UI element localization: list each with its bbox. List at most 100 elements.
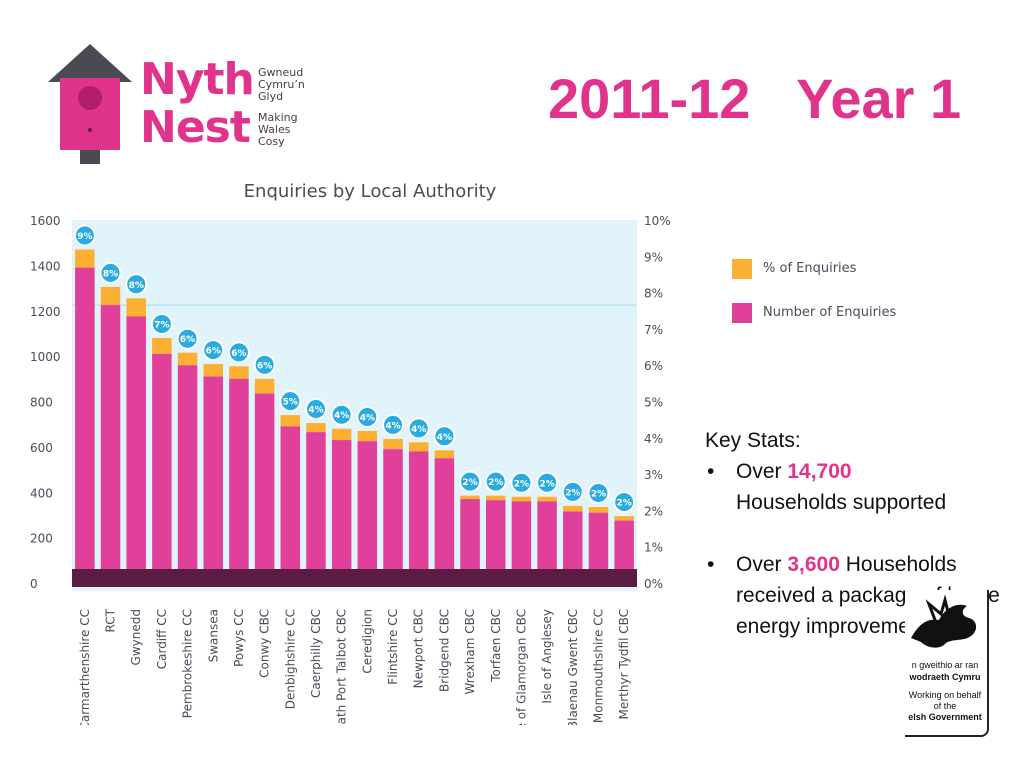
gov-logo-line4: of the	[933, 701, 957, 711]
x-category-label: Powys CC	[232, 609, 246, 667]
gov-logo-line2: wodraeth Cymru	[909, 672, 981, 682]
bar-percent-segment	[588, 506, 609, 513]
percent-badge	[459, 470, 482, 493]
percent-badge-label: 4%	[308, 406, 323, 416]
bar-number-segment	[408, 451, 429, 583]
bar-percent-segment	[100, 286, 121, 306]
bar-percent-segment	[408, 442, 429, 452]
y-left-tick-label: 1400	[30, 259, 61, 273]
stat-prefix: Over	[736, 460, 788, 483]
key-stats: Key Stats: • Over 14,700 Households supp…	[705, 425, 1024, 642]
x-category-label: Flintshire CC	[386, 609, 400, 685]
bar-percent-segment	[485, 495, 506, 501]
percent-badge	[510, 471, 533, 494]
percent-badge-label: 2%	[617, 499, 632, 509]
y-right-tick-label: 5%	[644, 396, 663, 410]
bar-number-segment	[126, 316, 146, 583]
y-right-tick-label: 9%	[644, 250, 663, 264]
x-category-label: Wrexham CBC	[463, 609, 477, 695]
bar-number-segment	[460, 499, 480, 583]
percent-badge-label: 2%	[591, 489, 606, 499]
percent-badge-label: 4%	[385, 421, 400, 431]
bar-percent-segment	[177, 352, 198, 366]
percent-badge	[407, 417, 430, 440]
bar-number-segment	[537, 501, 557, 583]
bar-percent-segment	[75, 249, 95, 268]
x-category-label: Conwy CBC	[258, 609, 272, 678]
slide-title: 2011-12 Year 1	[548, 67, 962, 130]
y-right-tick-label: 6%	[644, 359, 663, 373]
percent-badge	[382, 413, 405, 436]
bar-number-segment	[229, 378, 249, 583]
percent-badge	[433, 425, 456, 448]
logo-word-nyth: Nyth	[140, 54, 255, 105]
stat-households-supported: • Over 14,700 Households supported	[705, 456, 1024, 518]
logo-welsh-tagline: Gwneud Cymru’n Glyd	[258, 66, 305, 103]
bar-number-segment	[614, 520, 634, 583]
y-right-tick-label: 10%	[644, 214, 671, 228]
y-right-tick-label: 3%	[644, 468, 663, 482]
bar-number-segment	[563, 511, 583, 583]
percent-badge-label: 9%	[77, 232, 92, 242]
percent-badge-label: 4%	[360, 413, 375, 423]
x-category-label: Blaenau Gwent CBC	[566, 609, 580, 725]
x-category-label: Merthyr Tydfil CBC	[617, 609, 631, 720]
dragon-icon	[911, 594, 977, 648]
stat-prefix: Over	[736, 553, 788, 576]
percent-badge-label: 5%	[283, 398, 298, 408]
x-category-label: Vale of Glamorgan CBC	[514, 609, 528, 725]
y-left-tick-label: 200	[30, 532, 53, 546]
y-right-tick-label: 7%	[644, 323, 663, 337]
bar-number-segment	[75, 267, 95, 583]
percent-badge	[587, 481, 610, 504]
legend-label-percent: % of Enquiries	[763, 261, 857, 276]
percent-badge	[561, 480, 584, 503]
percent-badge-label: 2%	[514, 479, 529, 489]
welsh-government-logo: n gweithio ar ran wodraeth Cymru Working…	[905, 590, 989, 737]
x-category-label: Denbighshire CC	[283, 609, 297, 709]
bar-number-segment	[588, 512, 609, 583]
percent-badge	[227, 341, 250, 364]
bar-number-segment	[306, 432, 326, 583]
x-category-label: Torfaen CBC	[489, 609, 503, 683]
bar-percent-segment	[254, 378, 275, 394]
bar-percent-segment	[280, 415, 301, 427]
bar-percent-segment	[126, 298, 146, 317]
percent-badge-label: 2%	[488, 478, 503, 488]
percent-badge	[202, 339, 225, 362]
bar-percent-segment	[229, 366, 249, 379]
percent-badge	[279, 390, 302, 413]
percent-badge	[150, 312, 173, 335]
percent-badge	[356, 405, 379, 428]
percent-badge	[536, 471, 559, 494]
bar-number-segment	[511, 501, 532, 583]
percent-badge-label: 6%	[206, 347, 221, 357]
bar-number-segment	[485, 500, 506, 583]
x-category-label: Gwynedd	[129, 609, 143, 665]
chart-baseline	[72, 569, 637, 587]
percent-badge-label: 4%	[334, 411, 349, 421]
percent-badge	[613, 491, 636, 514]
key-stats-heading: Key Stats:	[705, 429, 801, 452]
bar-number-segment	[331, 440, 352, 583]
chart-title: Enquiries by Local Authority	[243, 181, 497, 202]
percent-badge	[99, 261, 122, 284]
bar-number-segment	[254, 393, 275, 583]
bar-number-segment	[152, 353, 172, 583]
stat-value: 14,700	[787, 460, 852, 483]
percent-badge-label: 2%	[462, 478, 477, 488]
bar-percent-segment	[511, 496, 532, 502]
percent-badge	[304, 398, 327, 421]
bar-number-segment	[203, 376, 224, 583]
x-category-label: Carmarthenshire CC	[78, 609, 92, 725]
x-category-label: Monmouthshire CC	[591, 609, 605, 723]
stat-value: 3,600	[787, 553, 840, 576]
y-right-tick-label: 2%	[644, 504, 663, 518]
percent-badge-label: 6%	[231, 349, 246, 359]
x-category-label: Neath Port Talbot CBC	[335, 609, 349, 725]
y-right-tick-label: 0%	[644, 577, 663, 591]
bar-percent-segment	[331, 428, 352, 441]
logo-word-nest: Nest	[140, 102, 251, 153]
x-category-label: Swansea	[206, 609, 220, 662]
x-category-label: Ceredigion	[360, 609, 374, 674]
